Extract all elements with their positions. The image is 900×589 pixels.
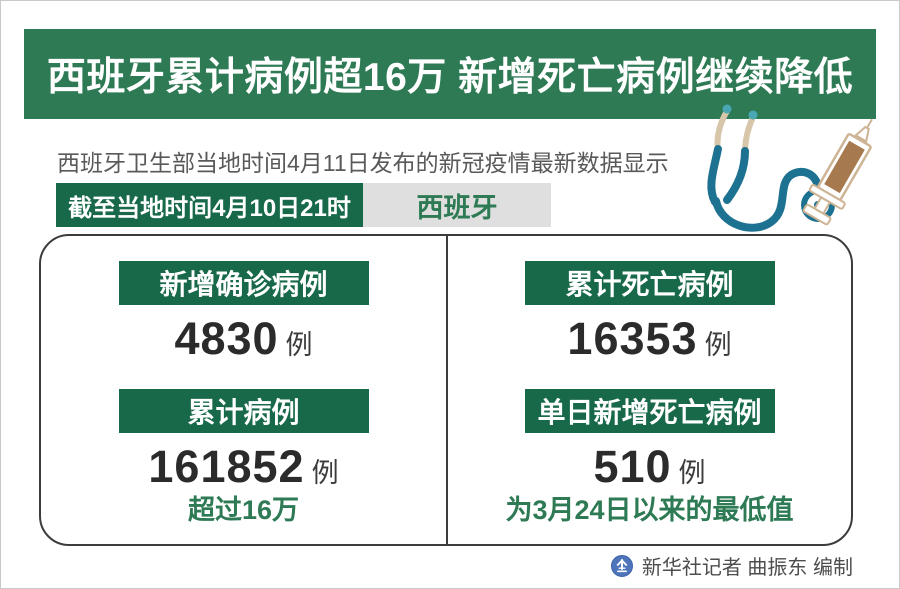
stat-note-total-cases: 超过16万 [187, 495, 300, 525]
stat-label-total-deaths: 累计死亡病例 [524, 261, 775, 305]
stat-unit: 例 [704, 330, 732, 360]
credit-text: 新华社记者 曲振东 编制 [641, 557, 853, 579]
intro-subtitle: 西班牙卫生部当地时间4月11日发布的新冠疫情最新数据显示 [57, 150, 669, 176]
stat-number: 510 [593, 441, 672, 492]
xinhua-logo-icon [610, 554, 633, 577]
stat-number: 4830 [174, 313, 279, 364]
stats-column-right: 累计死亡病例 16353 例 单日新增死亡病例 510 例 为3月24日以来的最低值 [446, 236, 851, 544]
headline-banner: 西班牙累计病例超16万 新增死亡病例继续降低 [24, 29, 876, 119]
stat-value-total-deaths: 16353 例 [567, 313, 731, 365]
region-badge: 西班牙 [363, 183, 551, 227]
stat-note-daily-deaths: 为3月24日以来的最低值 [505, 495, 794, 525]
badge-row: 截至当地时间4月10日21时 西班牙 [56, 183, 551, 227]
stat-label-total-cases: 累计病例 [118, 389, 369, 433]
medical-illustration [707, 104, 873, 232]
stethoscope-icon [707, 104, 835, 232]
stat-number: 161852 [148, 441, 305, 492]
page-title: 西班牙累计病例超16万 新增死亡病例继续降低 [46, 56, 854, 99]
stats-panel: 新增确诊病例 4830 例 累计病例 161852 例 超过16万 累计死亡病例 1… [39, 234, 853, 546]
stat-unit: 例 [285, 330, 313, 360]
syringe-icon [802, 118, 873, 226]
stat-label-new-confirmed: 新增确诊病例 [118, 261, 369, 305]
stats-column-left: 新增确诊病例 4830 例 累计病例 161852 例 超过16万 [41, 236, 446, 544]
stat-value-new-confirmed: 4830 例 [174, 313, 312, 365]
stat-value-daily-deaths: 510 例 [593, 441, 705, 493]
stat-label-daily-deaths: 单日新增死亡病例 [524, 389, 775, 433]
stat-unit: 例 [311, 458, 339, 488]
footer-credit-row: 新华社记者 曲振东 编制 [610, 551, 853, 580]
stat-value-total-cases: 161852 例 [148, 441, 338, 493]
cutoff-time-badge: 截至当地时间4月10日21时 [56, 183, 363, 227]
stat-number: 16353 [567, 313, 698, 364]
stat-unit: 例 [678, 458, 706, 488]
